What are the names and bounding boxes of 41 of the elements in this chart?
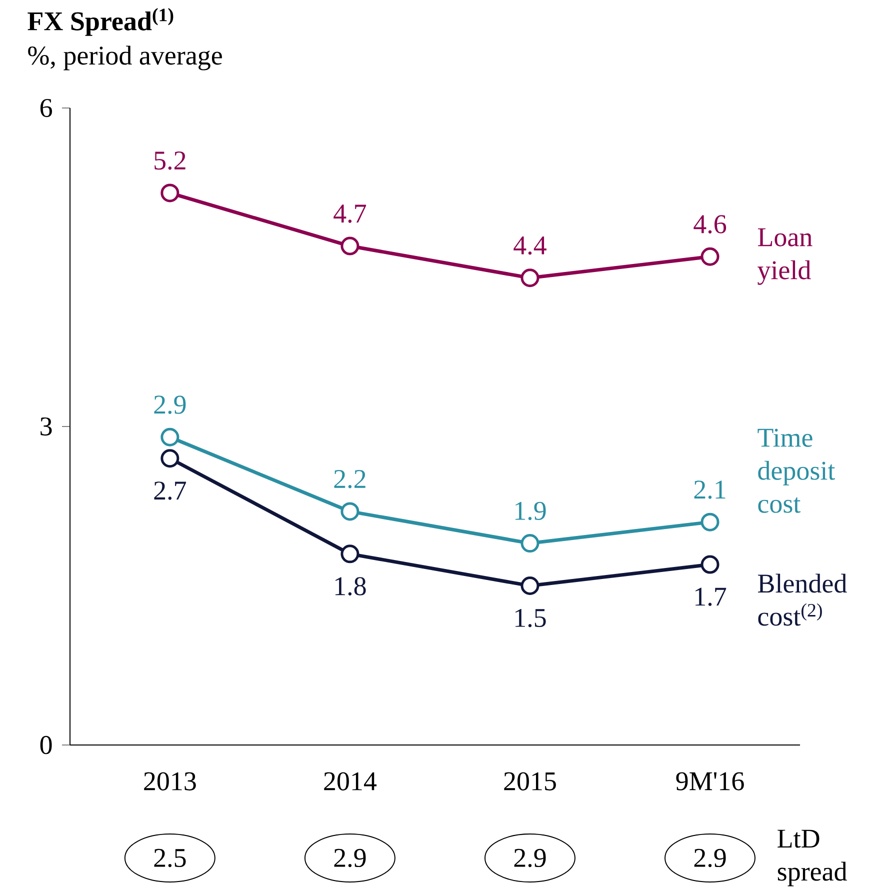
data-label: 1.5 [515, 608, 546, 628]
series-label: Blended cost$^{(2)}$ [758, 574, 847, 626]
data-label: 2.1 [694, 480, 726, 499]
x-tick-label: 2015 [504, 772, 556, 790]
point [520, 268, 540, 288]
data-label: 1.7 [696, 588, 726, 606]
text: 2.9 [334, 848, 366, 868]
x-tick-label: 9M'16 [676, 772, 744, 790]
x-tick-label: 2014 [324, 772, 377, 790]
data-label: 4.7 [334, 204, 366, 223]
y-tick-label: 6 [40, 98, 52, 118]
text: 2.5 [154, 848, 186, 868]
data-label: 4.6 [694, 215, 726, 234]
point [340, 502, 360, 521]
chart-title: FX Spread$^{(1)}$ [28, 8, 174, 36]
point [160, 184, 180, 202]
point [160, 428, 180, 446]
text: 2.9 [514, 848, 546, 868]
point [520, 576, 540, 596]
point [160, 449, 180, 468]
chart-subtitle: %, period average [28, 46, 222, 70]
y-tick-label: 3 [40, 417, 52, 436]
point [700, 247, 720, 266]
point [700, 512, 720, 532]
point [340, 236, 360, 256]
y-tick-label: 0 [40, 736, 52, 754]
text: LtD spread [778, 830, 847, 886]
x-tick-label: 2013 [144, 772, 196, 790]
data-label: 2.9 [154, 396, 186, 414]
series-label: Loan yield [758, 228, 812, 285]
point [340, 544, 360, 564]
data-label: 4.4 [514, 236, 546, 255]
point [700, 555, 720, 574]
series-label: Time deposit cost [758, 428, 836, 513]
data-label: 1.9 [515, 502, 546, 520]
data-label: 1.8 [335, 577, 366, 596]
text: 2.9 [694, 848, 726, 868]
data-label: 2.2 [334, 470, 366, 488]
point [520, 534, 540, 553]
data-label: 5.2 [154, 151, 186, 170]
data-label: 2.7 [154, 482, 186, 500]
